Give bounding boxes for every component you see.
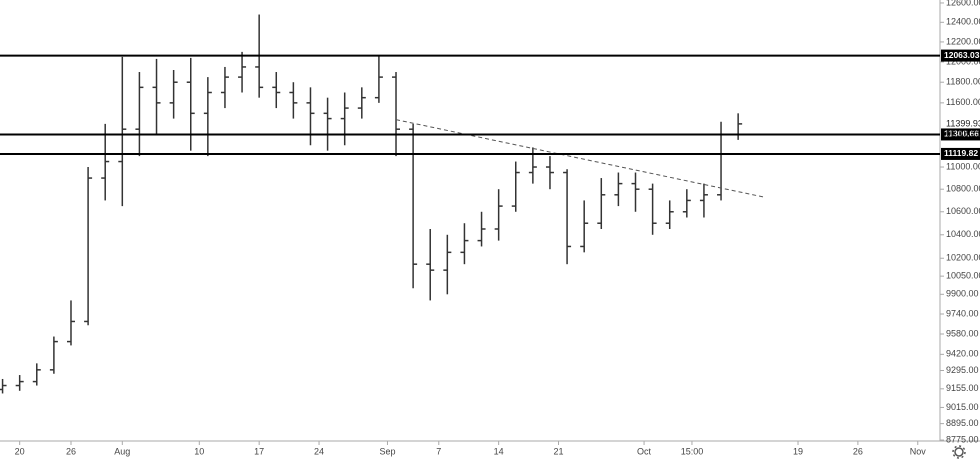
y-tick-label: 10600.00	[946, 206, 980, 216]
x-tick-label: 10	[194, 446, 204, 456]
countdown-label: 02:18:21	[946, 128, 980, 138]
x-tick-label: 19	[793, 446, 803, 456]
y-tick-label: 9155.00	[946, 383, 979, 393]
level-label-bg	[941, 49, 980, 62]
settings-gear[interactable]	[952, 445, 966, 459]
y-tick-label: 9900.00	[946, 289, 979, 299]
x-tick-label: 26	[853, 446, 863, 456]
y-tick-label: 11000.00	[946, 161, 980, 171]
x-tick-label: 17	[254, 446, 264, 456]
y-tick-label: 10200.00	[946, 253, 980, 263]
level-label: 12063.03	[944, 50, 980, 60]
y-tick-label: 9580.00	[946, 328, 979, 338]
y-tick-label: 11600.00	[946, 97, 980, 107]
x-tick-label: Oct	[637, 446, 652, 456]
level-label-bg	[941, 147, 980, 160]
y-tick-label: 12200.00	[946, 36, 980, 46]
x-tick-label: 14	[494, 446, 504, 456]
y-tick-label: 9295.00	[946, 365, 979, 375]
level-label: 11119.82	[944, 148, 978, 158]
y-tick-label: 10400.00	[946, 229, 980, 239]
level-label-bg	[941, 128, 980, 141]
last-price-label: 11399.93	[946, 118, 980, 128]
x-tick-label: 26	[66, 446, 76, 456]
x-tick-label: 21	[554, 446, 564, 456]
trendline	[395, 119, 764, 198]
y-tick-label: 10800.00	[946, 184, 980, 194]
y-tick-label: 9420.00	[946, 349, 979, 359]
x-tick-label: Aug	[114, 446, 130, 456]
y-tick-label: 11800.00	[946, 77, 980, 87]
x-tick-label: 24	[314, 446, 324, 456]
y-tick-label: 8895.00	[946, 418, 979, 428]
x-tick-label: Sep	[379, 446, 395, 456]
x-tick-label: 15:00	[681, 446, 704, 456]
y-tick-label: 8775.00	[946, 434, 979, 444]
y-tick-label: 12600.00	[946, 0, 980, 7]
y-tick-label: 10050.00	[946, 271, 980, 281]
level-label: 11300.66	[944, 129, 979, 139]
x-tick-label: 7	[436, 446, 441, 456]
y-tick-label: 9740.00	[946, 308, 979, 318]
y-tick-label: 9015.00	[946, 402, 979, 412]
y-tick-label: 12400.00	[946, 17, 980, 27]
x-tick-label: Nov	[910, 446, 927, 456]
x-tick-label: 20	[15, 446, 25, 456]
